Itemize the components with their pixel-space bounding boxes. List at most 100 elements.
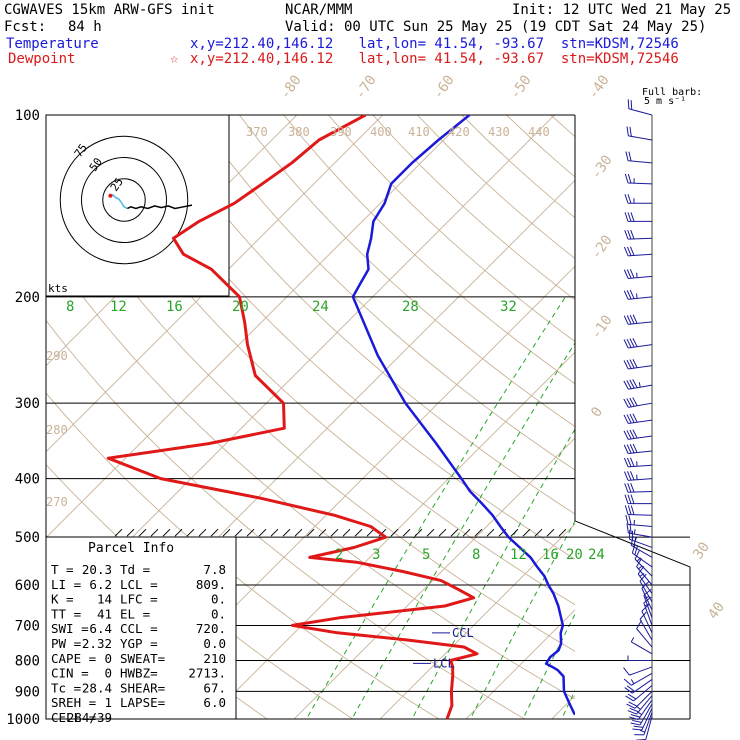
wind-barb-flag [631, 543, 636, 554]
wind-barb-staff [639, 618, 653, 641]
wind-barb-flag [630, 483, 635, 493]
wind-barb-staff [628, 402, 653, 408]
hatch-mark [294, 528, 303, 537]
pressure-label: 100 [15, 108, 40, 124]
wind-barb [639, 611, 653, 641]
mixing-ratio-label: 3 [372, 547, 380, 563]
isotherm-line [293, 437, 575, 719]
wind-barb-staff [641, 588, 653, 611]
mixing-ratio-label: 2 [335, 547, 343, 563]
valid-time: Valid: 00 UTC Sun 25 May 25 (19 CDT Sat … [285, 19, 707, 35]
pressure-label: 900 [15, 684, 40, 700]
wind-barb-flag [623, 380, 629, 390]
hatch-mark [450, 528, 459, 537]
hodograph-upper [127, 204, 193, 210]
wind-barb [623, 457, 653, 468]
wind-barb-flag [623, 246, 629, 257]
wind-barb-flag [629, 524, 632, 534]
wind-barb-flag [624, 505, 629, 515]
wind-barb-flag [626, 315, 632, 325]
hatch-mark [330, 528, 339, 537]
isotherm-label: -30 [588, 152, 616, 182]
wind-barb-flag [629, 246, 635, 256]
wind-barb-flag [624, 483, 629, 493]
hatch-mark [438, 528, 447, 537]
wind-barb-half [633, 529, 636, 535]
parcel-param-value: 809. [196, 577, 226, 592]
wind-barb-flag [626, 703, 636, 709]
hodograph-ring-label: 75 [72, 141, 90, 159]
hatch-mark [486, 528, 495, 537]
parcel-param-label: LFC = [120, 592, 158, 607]
parcel-param-label: K = [51, 592, 74, 607]
wind-barb-flag [623, 290, 629, 300]
parcel-param-value: 0 [104, 666, 112, 681]
mixing-ratio-label: 24 [312, 299, 329, 315]
mixing-ratio-label: 8 [472, 547, 480, 563]
wind-barb-flag [630, 713, 641, 718]
wind-barb [628, 699, 653, 721]
hodograph-lowlevel [110, 194, 128, 210]
wind-barb-staff [637, 573, 653, 594]
mixing-ratio-line [587, 297, 740, 732]
wind-barb-flag [627, 505, 632, 515]
theta-label: 290 [46, 349, 68, 363]
mixing-ratio-line [351, 341, 575, 719]
wind-barb-half [636, 293, 638, 299]
pressure-label: 500 [15, 530, 40, 546]
hatch-mark [198, 528, 207, 537]
isotherm-line [46, 115, 384, 453]
wind-barb-flag [625, 515, 629, 525]
wind-barb-staff [641, 708, 653, 731]
isotherm-line [711, 87, 740, 731]
wind-barb-staff [628, 365, 653, 370]
mixing-ratio-label: 16 [166, 299, 183, 315]
hatch-mark [402, 528, 411, 537]
wind-barb-staff [629, 538, 653, 548]
wind-barb-flag [634, 550, 640, 560]
parcel-param-label: SHEAR= [120, 680, 165, 695]
parcel-param-value: 14 [97, 592, 112, 607]
wind-barb-flag [626, 126, 629, 136]
wind-barb [624, 679, 653, 694]
isotherm-label: -60 [430, 72, 458, 102]
hatch-mark [354, 528, 363, 537]
wind-barb-flag [632, 359, 638, 368]
wind-barb-flag [630, 100, 633, 110]
wind-barb-flag [629, 314, 635, 324]
wind-barb-flag [632, 379, 638, 388]
parcel-param-value: 67. [203, 680, 226, 695]
temperature-station-info: x,y=212.40,146.12 lat,lon= 41.54, -93.67… [190, 36, 679, 52]
wind-barb-flag [632, 413, 638, 423]
mixing-ratio-label: 5 [422, 547, 430, 563]
parcel-param-value: 284/39 [67, 710, 112, 725]
isotherm-label: -50 [507, 72, 535, 102]
theta-label: 280 [46, 423, 68, 437]
wind-barb-staff [628, 450, 653, 455]
wind-barb-flag [627, 194, 632, 204]
pressure-label: 300 [15, 396, 40, 412]
wind-barb-flag [632, 429, 638, 439]
wind-barb-staff [627, 513, 653, 516]
wind-barb-flag [629, 359, 635, 369]
wind-barb-flag [626, 457, 632, 467]
wind-barb [627, 695, 653, 715]
wind-barb-flag [623, 414, 629, 424]
hatch-mark [366, 528, 375, 537]
wind-barb-flag [623, 269, 629, 279]
parcel-info-box: Parcel Info T = 20.3 Td = 7.8 LI = 6.2 LCL = 809… [45, 536, 237, 725]
parcel-param-value: 6.2 [89, 577, 112, 592]
mixing-ratio-label: 20 [566, 547, 583, 563]
hodograph-frame [45, 114, 230, 297]
wind-barb [624, 494, 652, 505]
wind-barb-flag [628, 716, 639, 721]
wind-barb-flag [632, 719, 642, 723]
wind-barb-flag [626, 471, 632, 481]
wind-barb-flag [632, 397, 638, 407]
pressure-label: 400 [15, 472, 40, 488]
wind-barb-staff [628, 344, 653, 349]
theta-label: 270 [46, 495, 68, 509]
hatch-mark [462, 528, 471, 537]
hodograph-ring-label: 50 [87, 155, 105, 173]
wind-barb [623, 666, 653, 676]
